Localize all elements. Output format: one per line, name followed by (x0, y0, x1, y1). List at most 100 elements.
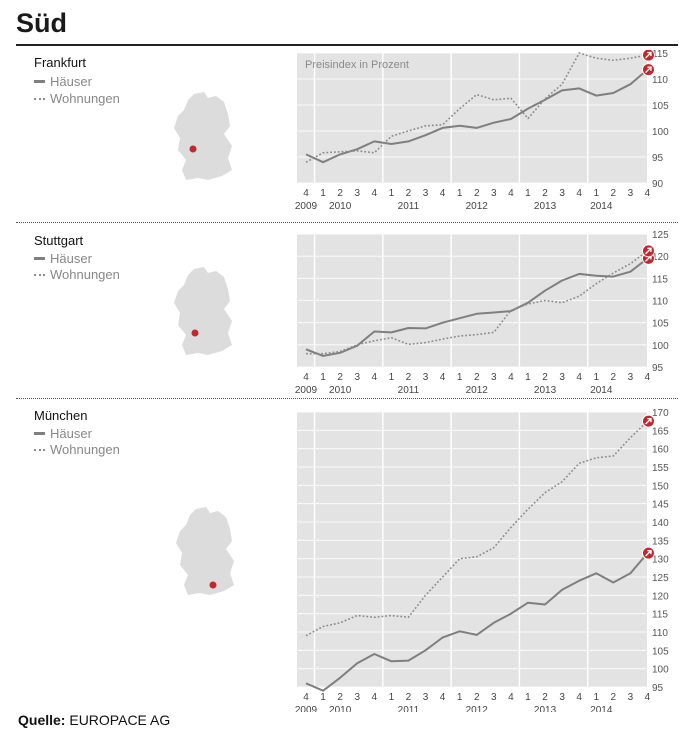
y-tick-label: 130 (652, 555, 669, 566)
x-tick-label: 2 (542, 188, 548, 199)
series-line-houses (305, 552, 649, 692)
section-separator (16, 398, 678, 399)
y-tick-label: 165 (652, 426, 669, 437)
x-tick-label: 2 (474, 692, 480, 703)
x-tick-label: 4 (372, 372, 378, 383)
city-name-stuttgart: Stuttgart (34, 233, 84, 248)
x-year-label: 2011 (398, 201, 420, 212)
page-title: Süd (16, 8, 67, 38)
legend-apartments: Wohnungen (34, 442, 120, 457)
y-tick-label: 90 (652, 179, 664, 190)
y-tick-label: 100 (652, 665, 669, 676)
x-tick-label: 3 (559, 372, 565, 383)
x-tick-label: 1 (320, 692, 326, 703)
x-tick-label: 4 (303, 692, 309, 703)
x-tick-label: 2 (337, 188, 343, 199)
y-tick-label: 110 (652, 628, 668, 639)
x-year-label: 2014 (590, 385, 613, 396)
source-label: Quelle: (18, 712, 66, 728)
x-tick-label: 2 (611, 692, 617, 703)
x-tick-label: 3 (628, 692, 634, 703)
x-year-label: 2010 (329, 201, 352, 212)
x-year-label: 2010 (329, 385, 352, 396)
x-tick-label: 3 (423, 188, 429, 199)
x-tick-label: 1 (389, 188, 395, 199)
y-tick-label: 125 (652, 573, 669, 584)
x-tick-label: 4 (508, 372, 514, 383)
y-tick-label: 95 (652, 153, 664, 164)
x-tick-label: 2 (474, 372, 480, 383)
x-tick-label: 3 (354, 692, 360, 703)
x-tick-label: 4 (576, 692, 582, 703)
x-year-label: 2012 (466, 705, 489, 712)
plot-area (297, 412, 647, 687)
x-tick-label: 2 (406, 692, 412, 703)
x-year-label: 2011 (398, 705, 420, 712)
x-tick-label: 3 (354, 188, 360, 199)
x-tick-label: 4 (303, 188, 309, 199)
x-year-label: 2010 (329, 705, 352, 712)
y-tick-label: 105 (652, 101, 669, 112)
y-tick-label: 120 (652, 591, 669, 602)
y-tick-label: 95 (652, 683, 664, 694)
x-tick-label: 4 (576, 372, 582, 383)
x-year-label: 2013 (534, 705, 557, 712)
x-year-label: 2014 (590, 201, 613, 212)
germany-map-icon (174, 267, 232, 355)
x-tick-label: 2 (542, 692, 548, 703)
y-tick-label: 100 (652, 341, 669, 352)
y-tick-label: 170 (652, 408, 669, 419)
y-tick-label: 155 (652, 463, 669, 474)
location-dot-icon (191, 329, 199, 337)
y-tick-label: 95 (652, 363, 664, 374)
series-line-houses (305, 257, 649, 357)
x-tick-label: 4 (508, 188, 514, 199)
y-tick-label: 145 (652, 500, 669, 511)
x-tick-label: 4 (645, 372, 651, 383)
y-tick-label: 120 (652, 252, 669, 263)
source-value: EUROPACE AG (69, 712, 171, 728)
x-tick-label: 2 (406, 188, 412, 199)
x-tick-label: 4 (440, 188, 446, 199)
y-tick-label: 105 (652, 319, 669, 330)
legend-apartments-label: Wohnungen (50, 91, 120, 106)
x-tick-label: 2 (542, 372, 548, 383)
x-tick-label: 4 (508, 692, 514, 703)
trend-up-marker-icon (641, 63, 655, 77)
trend-up-marker-icon (641, 546, 655, 560)
x-tick-label: 4 (440, 372, 446, 383)
y-tick-label: 110 (652, 75, 668, 86)
x-tick-label: 3 (559, 692, 565, 703)
legend-apartments: Wohnungen (34, 91, 120, 106)
solid-line-swatch-icon (34, 432, 45, 435)
y-tick-label: 160 (652, 445, 669, 456)
x-tick-label: 1 (525, 188, 531, 199)
x-tick-label: 3 (423, 372, 429, 383)
x-tick-label: 3 (354, 372, 360, 383)
legend-apartments-label: Wohnungen (50, 442, 120, 457)
legend-apartments-label: Wohnungen (50, 267, 120, 282)
x-tick-label: 3 (628, 188, 634, 199)
dotted-line-swatch-icon (34, 448, 45, 451)
x-tick-label: 2 (611, 372, 617, 383)
x-tick-label: 2 (406, 372, 412, 383)
series-line-houses (305, 68, 649, 164)
x-tick-label: 1 (593, 372, 599, 383)
y-tick-label: 115 (652, 610, 668, 621)
chart-munich: 95 100 105 110 115 120 125 130 135 140 145 150 155 16… (295, 408, 669, 712)
trend-up-marker-icon (641, 414, 655, 428)
y-tick-label: 135 (652, 536, 669, 547)
legend-houses: Häuser (34, 426, 92, 441)
x-year-label: 2009 (295, 385, 318, 396)
x-year-label: 2009 (295, 705, 318, 712)
y-tick-label: 115 (652, 274, 668, 285)
x-year-label: 2011 (398, 385, 420, 396)
title-rule (16, 44, 678, 46)
city-name-munich: München (34, 408, 88, 423)
legend-houses-label: Häuser (50, 74, 92, 89)
x-year-label: 2012 (466, 385, 489, 396)
location-dot-icon (209, 581, 217, 589)
x-tick-label: 1 (389, 372, 395, 383)
legend-houses: Häuser (34, 251, 92, 266)
